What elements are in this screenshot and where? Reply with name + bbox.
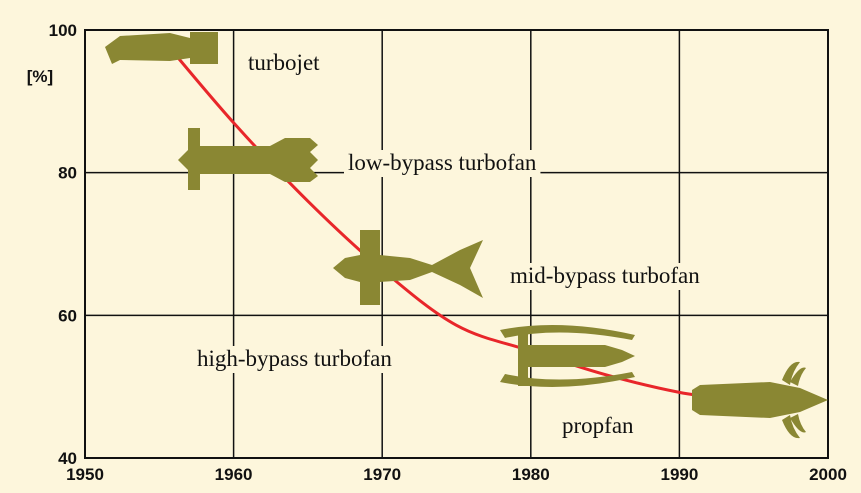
y-tick-label: 100	[49, 21, 77, 40]
line-series	[165, 43, 725, 400]
annotation: high-bypass turbofan	[197, 346, 392, 371]
propfan-rear-icon	[692, 361, 828, 439]
x-tick-label: 1980	[512, 465, 550, 484]
x-tick-label: 1960	[215, 465, 253, 484]
x-tick-label: 1970	[363, 465, 401, 484]
y-tick-label: 80	[58, 164, 77, 183]
propfan-icon	[500, 325, 635, 387]
annotation-bg	[558, 413, 638, 440]
engine-icons	[105, 32, 828, 439]
x-tick-label: 1950	[66, 465, 104, 484]
annotation-bg	[506, 263, 704, 290]
x-tick-label: 1990	[660, 465, 698, 484]
x-tick-label: 2000	[809, 465, 847, 484]
annotation-bg	[344, 150, 541, 177]
annotation-bg	[193, 346, 396, 373]
plot-border	[84, 29, 829, 459]
annotation: mid-bypass turbofan	[510, 263, 700, 288]
mid-bypass-icon	[333, 230, 483, 305]
annotation: low-bypass turbofan	[348, 150, 537, 175]
annotation-bg	[244, 50, 324, 77]
y-axis-label: [%]	[27, 67, 53, 86]
low-bypass-icon	[178, 128, 318, 190]
y-tick-label: 40	[58, 449, 77, 468]
y-tick-label: 60	[58, 306, 77, 325]
plot: 1950 1960 1970 1980 1990 2000 40 60 80 100 turboje…	[49, 21, 847, 484]
turbojet-icon	[105, 32, 218, 64]
annotation: propfan	[562, 413, 634, 438]
annotation: turbojet	[248, 50, 320, 75]
